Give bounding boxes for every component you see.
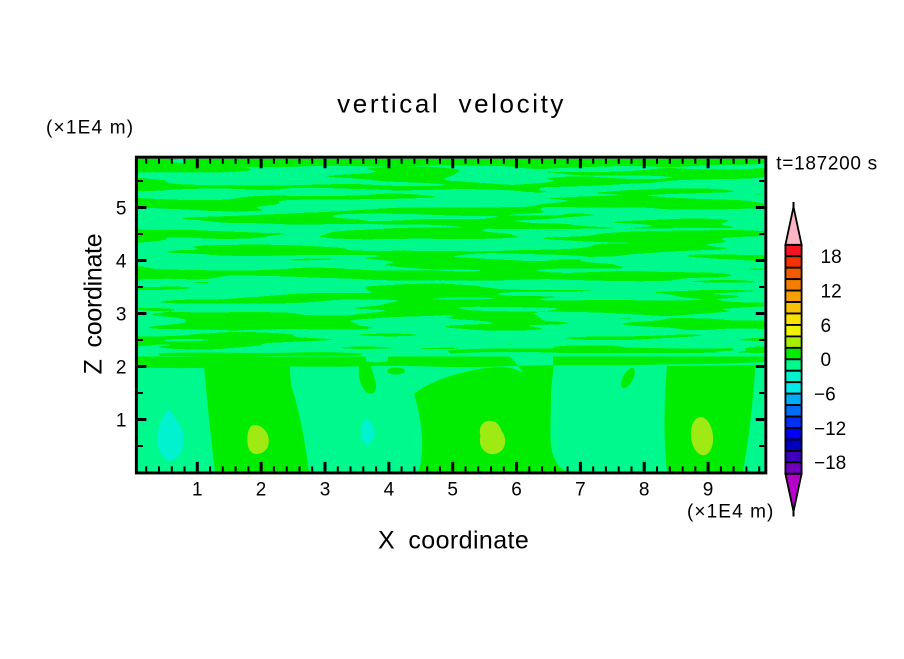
svg-text:(×1E4 m): (×1E4 m): [46, 118, 134, 139]
svg-text:1: 1: [192, 479, 203, 500]
svg-text:Z coordinate: Z coordinate: [80, 234, 108, 375]
svg-text:X coordinate: X coordinate: [378, 527, 529, 555]
svg-text:7: 7: [575, 479, 586, 500]
svg-text:5: 5: [447, 479, 458, 500]
svg-text:2: 2: [116, 357, 127, 378]
svg-text:−12: −12: [814, 419, 846, 440]
svg-text:12: 12: [821, 282, 842, 303]
svg-text:3: 3: [116, 304, 127, 325]
svg-text:6: 6: [511, 479, 522, 500]
svg-text:−6: −6: [814, 385, 836, 406]
svg-text:3: 3: [320, 479, 331, 500]
svg-text:2: 2: [256, 479, 267, 500]
svg-text:1: 1: [116, 410, 127, 431]
svg-text:0: 0: [821, 350, 832, 371]
svg-text:vertical velocity: vertical velocity: [337, 89, 566, 119]
svg-text:8: 8: [639, 479, 650, 500]
svg-text:t=187200 s: t=187200 s: [776, 154, 878, 175]
svg-text:4: 4: [384, 479, 395, 500]
svg-text:(×1E4 m): (×1E4 m): [687, 502, 774, 523]
svg-text:6: 6: [821, 316, 832, 337]
svg-text:−18: −18: [814, 453, 846, 474]
svg-text:4: 4: [116, 251, 127, 272]
svg-text:9: 9: [703, 479, 714, 500]
svg-text:18: 18: [821, 247, 842, 268]
svg-text:5: 5: [116, 198, 127, 219]
